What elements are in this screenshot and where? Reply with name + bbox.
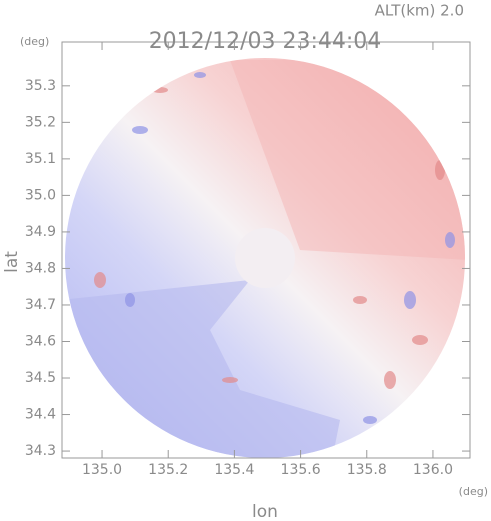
y-unit: (deg) [20,35,49,48]
x-tick-label: 136.0 [413,462,453,478]
y-tick-label: 34.7 [25,297,56,313]
y-tick-label: 34.6 [25,333,56,349]
x-tick-label: 135.8 [347,462,387,478]
chart-title: 2012/12/03 23:44:04 [149,29,382,54]
y-tick-label: 34.3 [25,443,56,459]
radar-field [65,58,465,458]
y-tick-label: 35.3 [25,78,56,94]
plot-frame [61,41,471,459]
x-unit: (deg) [459,485,488,498]
altitude-label: ALT(km) 2.0 [375,2,464,20]
y-tick-label: 34.8 [25,260,56,276]
y-axis-label: lat [2,251,22,273]
y-tick-label: 34.5 [25,370,56,386]
y-tick-label: 34.4 [25,407,56,423]
x-tick-label: 135.4 [214,462,254,478]
y-tick-label: 35.1 [25,151,56,167]
x-tick-label: 135.2 [148,462,188,478]
y-tick-label: 35.2 [25,114,56,130]
x-tick-label: 135.6 [281,462,321,478]
x-tick-label: 135.0 [82,462,122,478]
y-tick-label: 34.9 [25,224,56,240]
x-axis-label: lon [252,502,278,521]
y-tick-label: 35.0 [25,187,56,203]
